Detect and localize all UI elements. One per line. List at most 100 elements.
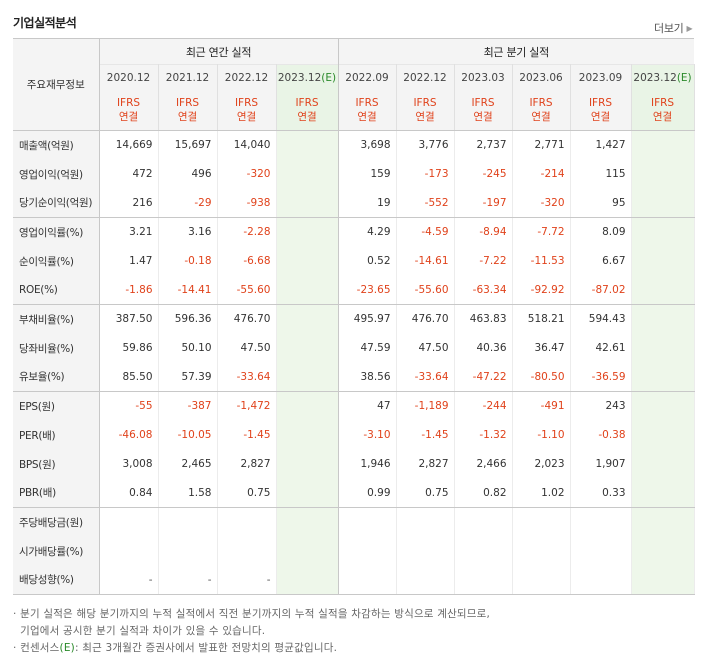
value-cell [631, 130, 695, 160]
value-cell: -14.61 [396, 246, 455, 276]
standard-ifrs: IFRS [650, 97, 675, 110]
value-cell [338, 507, 397, 537]
value-cell: 6.67 [570, 246, 632, 276]
value-cell [512, 536, 571, 566]
value-cell: 3.21 [99, 217, 159, 247]
value-cell: -552 [396, 188, 455, 218]
table-row: 배당성향(%) - - - [13, 565, 695, 595]
value-cell [631, 275, 695, 305]
table-row: BPS(원) 3,008 2,465 2,827 1,946 2,827 2,466 2,02… [13, 449, 695, 479]
value-cell [631, 304, 695, 334]
value-cell: 159 [338, 159, 397, 189]
value-cell: 2,827 [396, 449, 455, 479]
estimate-mark: (E) [676, 71, 692, 84]
period-label: 2023.03 [461, 71, 505, 84]
standard-consolidated: 연결 [118, 111, 139, 124]
value-cell: -55.60 [217, 275, 277, 305]
value-cell: 0.52 [338, 246, 397, 276]
value-cell: 4.29 [338, 217, 397, 247]
value-cell: 47.50 [217, 333, 277, 363]
period-header: 2022.12 [217, 64, 277, 91]
standard-consolidated: 연결 [177, 111, 198, 124]
value-cell: 2,771 [512, 130, 571, 160]
value-cell: 14,669 [99, 130, 159, 160]
accounting-standard: IFRS 연결 [338, 90, 397, 131]
table-row: EPS(원) -55 -387 -1,472 47 -1,189 -244 -491 243 [13, 391, 695, 421]
value-cell: 59.86 [99, 333, 159, 363]
value-cell [454, 507, 513, 537]
value-cell: -6.68 [217, 246, 277, 276]
value-cell [631, 478, 695, 508]
value-cell: 476.70 [396, 304, 455, 334]
value-cell [631, 507, 695, 537]
table-row: 주당배당금(원) [13, 507, 695, 537]
value-cell: 0.75 [217, 478, 277, 508]
value-cell [454, 536, 513, 566]
standard-ifrs: IFRS [529, 97, 553, 110]
value-cell: 2,466 [454, 449, 513, 479]
value-cell [276, 246, 339, 276]
table-row: ROE(%) -1.86 -14.41 -55.60 -23.65 -55.60 -63.3… [13, 275, 695, 305]
accounting-standard: IFRS 연결 [512, 90, 571, 131]
value-cell [276, 217, 339, 247]
quarter-group-header: 최근 분기 실적 [338, 38, 695, 65]
row-label: 영업이익률(%) [13, 217, 100, 247]
period-header: 2022.09 [338, 64, 397, 91]
table-row: PBR(배) 0.84 1.58 0.75 0.99 0.75 0.82 1.02 0.33 [13, 478, 695, 508]
accounting-standard: IFRS 연결 [158, 90, 218, 131]
row-label: 유보율(%) [13, 362, 100, 392]
value-cell: 115 [570, 159, 632, 189]
row-label: BPS(원) [13, 449, 100, 479]
value-cell: -14.41 [158, 275, 218, 305]
value-cell: 495.97 [338, 304, 397, 334]
value-cell: 2,465 [158, 449, 218, 479]
value-cell: 57.39 [158, 362, 218, 392]
value-cell: 2,023 [512, 449, 571, 479]
period-label: 2023.09 [578, 71, 623, 84]
annual-group-header: 최근 연간 실적 [99, 38, 339, 65]
value-cell: -387 [158, 391, 218, 421]
value-cell: -23.65 [338, 275, 397, 305]
value-cell: -491 [512, 391, 571, 421]
value-cell [276, 275, 339, 305]
footnote-2: · 컨센서스(E): 최근 3개월간 증권사에서 발표한 전망치의 평균값입니다… [13, 642, 338, 654]
value-cell: -7.22 [454, 246, 513, 276]
value-cell: -33.64 [396, 362, 455, 392]
value-cell [276, 159, 339, 189]
value-cell: 1.47 [99, 246, 159, 276]
value-cell [631, 159, 695, 189]
period-header: 2020.12 [99, 64, 159, 91]
period-label: 2022.12 [403, 71, 447, 84]
value-cell: 95 [570, 188, 632, 218]
value-cell: 518.21 [512, 304, 571, 334]
value-cell [276, 478, 339, 508]
row-label: PBR(배) [13, 478, 100, 508]
period-header: 2023.09 [570, 64, 632, 91]
footnote-1-cont: 기업에서 공시한 분기 실적과 차이가 있을 수 있습니다. [20, 625, 266, 637]
value-cell: 387.50 [99, 304, 159, 334]
value-cell [512, 507, 571, 537]
row-label: EPS(원) [13, 391, 100, 421]
value-cell: 3,008 [99, 449, 159, 479]
standard-consolidated: 연결 [297, 111, 317, 124]
value-cell: 42.61 [570, 333, 632, 363]
value-cell: 40.36 [454, 333, 513, 363]
value-cell: 472 [99, 159, 159, 189]
more-link[interactable]: 더보기 ▶ [654, 20, 693, 36]
value-cell [338, 565, 397, 595]
value-cell [631, 217, 695, 247]
row-label: 배당성향(%) [13, 565, 100, 595]
value-cell [631, 246, 695, 276]
value-cell [158, 536, 218, 566]
value-cell: -0.38 [570, 420, 632, 450]
value-cell: -80.50 [512, 362, 571, 392]
value-cell [631, 362, 695, 392]
accounting-standard: IFRS 연결 [396, 90, 455, 131]
standard-ifrs: IFRS [471, 97, 495, 110]
value-cell: -55 [99, 391, 159, 421]
value-cell: 2,737 [454, 130, 513, 160]
value-cell: 1.02 [512, 478, 571, 508]
value-cell [631, 536, 695, 566]
row-label-header: 주요재무정보 [13, 38, 100, 131]
row-label: 시가배당률(%) [13, 536, 100, 566]
